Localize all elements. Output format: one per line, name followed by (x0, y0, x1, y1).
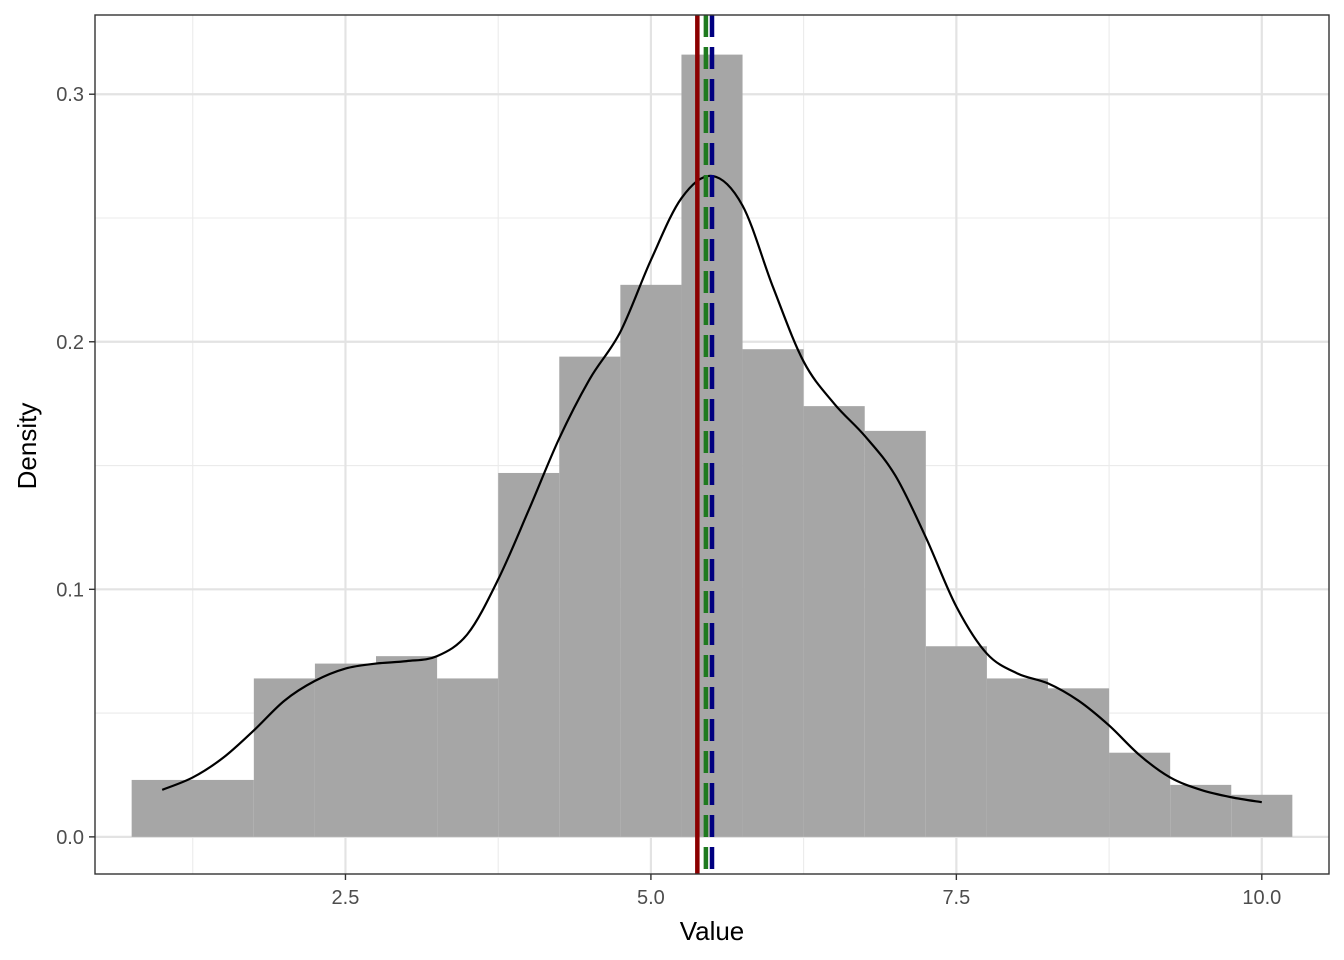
y-tick-label: 0.2 (56, 332, 84, 354)
histogram-bar (1170, 784, 1232, 837)
y-tick-label: 0.1 (56, 579, 84, 601)
x-tick-label: 5.0 (637, 887, 665, 909)
histogram-bar (253, 678, 315, 837)
x-tick-label: 7.5 (942, 887, 970, 909)
histogram-bar (620, 284, 682, 837)
histogram-bar (986, 678, 1048, 837)
histogram-bar (376, 656, 438, 837)
y-axis-title: Density (12, 403, 42, 490)
reference-lines (695, 15, 715, 874)
y-tick-label: 0.0 (56, 827, 84, 849)
histogram-bar (803, 406, 865, 837)
x-tick-label: 10.0 (1242, 887, 1281, 909)
x-axis: 2.5 5.0 7.5 10.0 (332, 874, 1281, 909)
histogram-bar (314, 663, 377, 837)
histogram-bar (437, 678, 499, 837)
histogram-bar (498, 472, 560, 837)
histogram-bar (131, 779, 254, 837)
histogram-bar (742, 349, 804, 837)
histogram-bar (864, 430, 926, 837)
x-tick-label: 2.5 (332, 887, 360, 909)
y-tick-label: 0.3 (56, 84, 84, 106)
histogram-bar (1109, 752, 1171, 837)
histogram-bar (559, 356, 621, 837)
histogram-bar (1047, 688, 1110, 837)
plot-border (94, 14, 1330, 875)
histogram-bar (925, 646, 987, 837)
histogram-bars (131, 54, 1293, 837)
x-axis-title: Value (680, 916, 745, 946)
y-axis: 0.0 0.1 0.2 0.3 (56, 84, 95, 849)
